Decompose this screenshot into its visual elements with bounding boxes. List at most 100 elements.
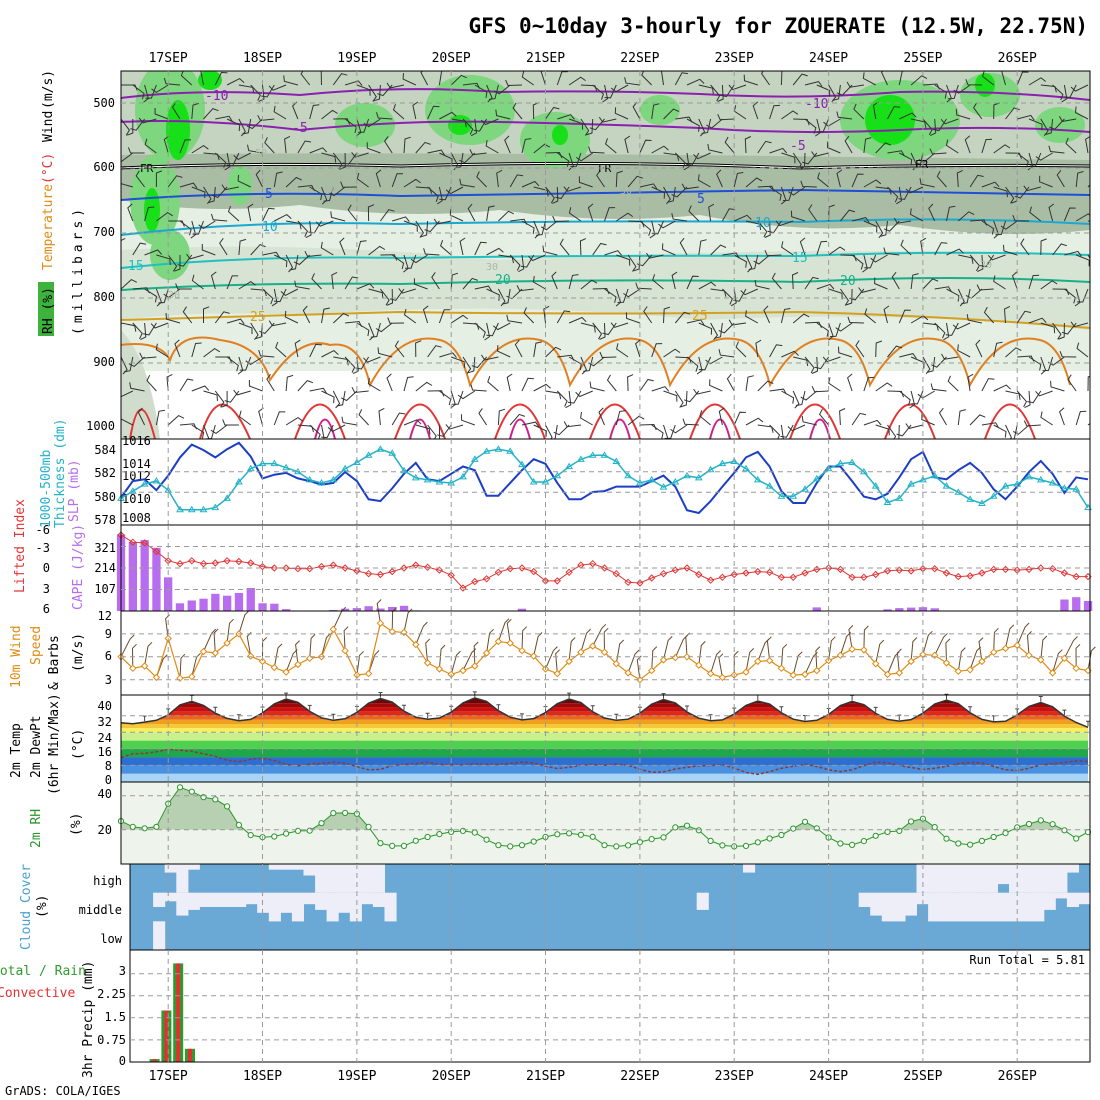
temp-minmax-marker xyxy=(213,706,218,713)
date-label-top: 23SEP xyxy=(715,51,754,66)
rh2m-point xyxy=(294,827,301,835)
rh2m-point xyxy=(766,835,773,842)
wind-barb xyxy=(568,316,587,324)
cloud-clear-cell xyxy=(257,892,270,913)
wind10-barb xyxy=(309,634,316,659)
rh2m-plot xyxy=(117,782,1092,864)
thickness-point xyxy=(305,475,314,483)
li-point xyxy=(647,574,656,582)
pressure-axis-label: (millibars) xyxy=(71,205,86,335)
wind10-point xyxy=(636,675,644,684)
wind-barb xyxy=(667,186,676,203)
temp-minmax-marker xyxy=(284,692,289,699)
wind-barb xyxy=(258,349,275,358)
li-point xyxy=(246,559,255,567)
li-point xyxy=(140,539,149,547)
wind-barb xyxy=(623,288,641,298)
wind-barb xyxy=(698,322,713,335)
thickness-point xyxy=(966,495,974,502)
wind-barb xyxy=(480,118,499,126)
wind-barb xyxy=(800,390,818,401)
wind-barb xyxy=(163,135,170,154)
wind-barb xyxy=(722,252,740,259)
wind-barb xyxy=(940,118,959,125)
precip-axis-labels: Total / Rain Convective 3hr Precip (mm) xyxy=(0,961,96,1078)
li-point xyxy=(482,575,491,583)
wind-barb xyxy=(332,390,341,409)
cloud-clear-cell xyxy=(1020,892,1033,922)
wind10-barb xyxy=(568,637,576,662)
wind-barb xyxy=(121,237,126,255)
rh2m-point xyxy=(306,827,313,834)
wind-barb xyxy=(402,73,417,86)
li-point xyxy=(624,578,632,587)
wind-barb xyxy=(649,220,656,239)
wind-barb xyxy=(1016,152,1029,168)
wind-barb xyxy=(551,271,558,290)
wind10-barb xyxy=(262,637,267,662)
wind-barb xyxy=(969,254,980,272)
wind-barb xyxy=(330,211,346,222)
wind-barb xyxy=(934,286,952,293)
rh2m-point xyxy=(943,835,950,842)
wind-barb xyxy=(853,103,865,120)
wind-barb xyxy=(1070,84,1089,92)
wind-barb xyxy=(887,424,897,439)
temp-minmax-marker xyxy=(331,713,336,720)
pressure-tick: 800 xyxy=(93,290,115,304)
wind-barb xyxy=(587,203,594,222)
wind-barb xyxy=(556,71,568,86)
li-point xyxy=(671,566,680,574)
wind-barb xyxy=(872,101,879,120)
rh2m-point xyxy=(459,827,467,835)
wind-barb xyxy=(1028,118,1043,131)
isotherm-label: 25 xyxy=(692,309,708,324)
dewpt2m-line xyxy=(120,748,1089,776)
thickness-point xyxy=(777,492,786,499)
rh2m-point xyxy=(613,843,620,850)
wind-barb xyxy=(639,378,654,392)
wind-barb xyxy=(192,220,204,235)
thickness-point xyxy=(282,463,290,471)
wind-barb xyxy=(686,356,699,372)
wind-barb xyxy=(139,352,157,359)
wind-barb xyxy=(993,424,1007,438)
cloud-clear-cell xyxy=(974,864,987,893)
wind-barb xyxy=(864,308,877,324)
wind-barb xyxy=(664,424,676,439)
wind-barb xyxy=(214,71,228,86)
thickness-point xyxy=(470,455,479,462)
wind-barb xyxy=(570,152,582,167)
cape-tick: 214 xyxy=(94,561,116,575)
wind-barb xyxy=(427,149,446,156)
wind-barb xyxy=(816,84,831,97)
cloud-clear-cell xyxy=(870,892,883,916)
wind-barb xyxy=(635,282,652,290)
rh2m-point xyxy=(801,818,809,825)
wind-barb xyxy=(826,141,841,154)
wind10-tick: 3 xyxy=(105,673,112,687)
cloud-clear-cell xyxy=(916,864,929,893)
wind-barb xyxy=(652,274,664,290)
wind-barb xyxy=(615,410,626,426)
dewpt2m-axis-label: 2m DewPt xyxy=(29,715,44,778)
wind-barb xyxy=(403,178,421,188)
wind-barb xyxy=(883,247,900,256)
wind-barb xyxy=(309,343,322,358)
wind-barb xyxy=(836,111,853,120)
wind-barb xyxy=(592,84,604,100)
thickness-point xyxy=(1060,484,1069,491)
wind-barb xyxy=(910,273,919,290)
wind-barb xyxy=(336,390,346,407)
thickness-point xyxy=(223,494,231,501)
wind-barb xyxy=(521,220,535,234)
li-point xyxy=(978,569,986,577)
wind-barb xyxy=(752,101,759,120)
thickness-point xyxy=(199,505,208,513)
rh2m-point xyxy=(742,842,750,850)
li-tick: -6 xyxy=(36,523,50,537)
date-labels-top: 17SEP 18SEP 19SEP 20SEP 21SEP 22SEP 23SEP 24SEP… xyxy=(149,51,1037,66)
wind10-barb xyxy=(144,641,153,667)
cloud-clear-cell xyxy=(1020,864,1033,893)
wind-barb xyxy=(309,147,328,154)
